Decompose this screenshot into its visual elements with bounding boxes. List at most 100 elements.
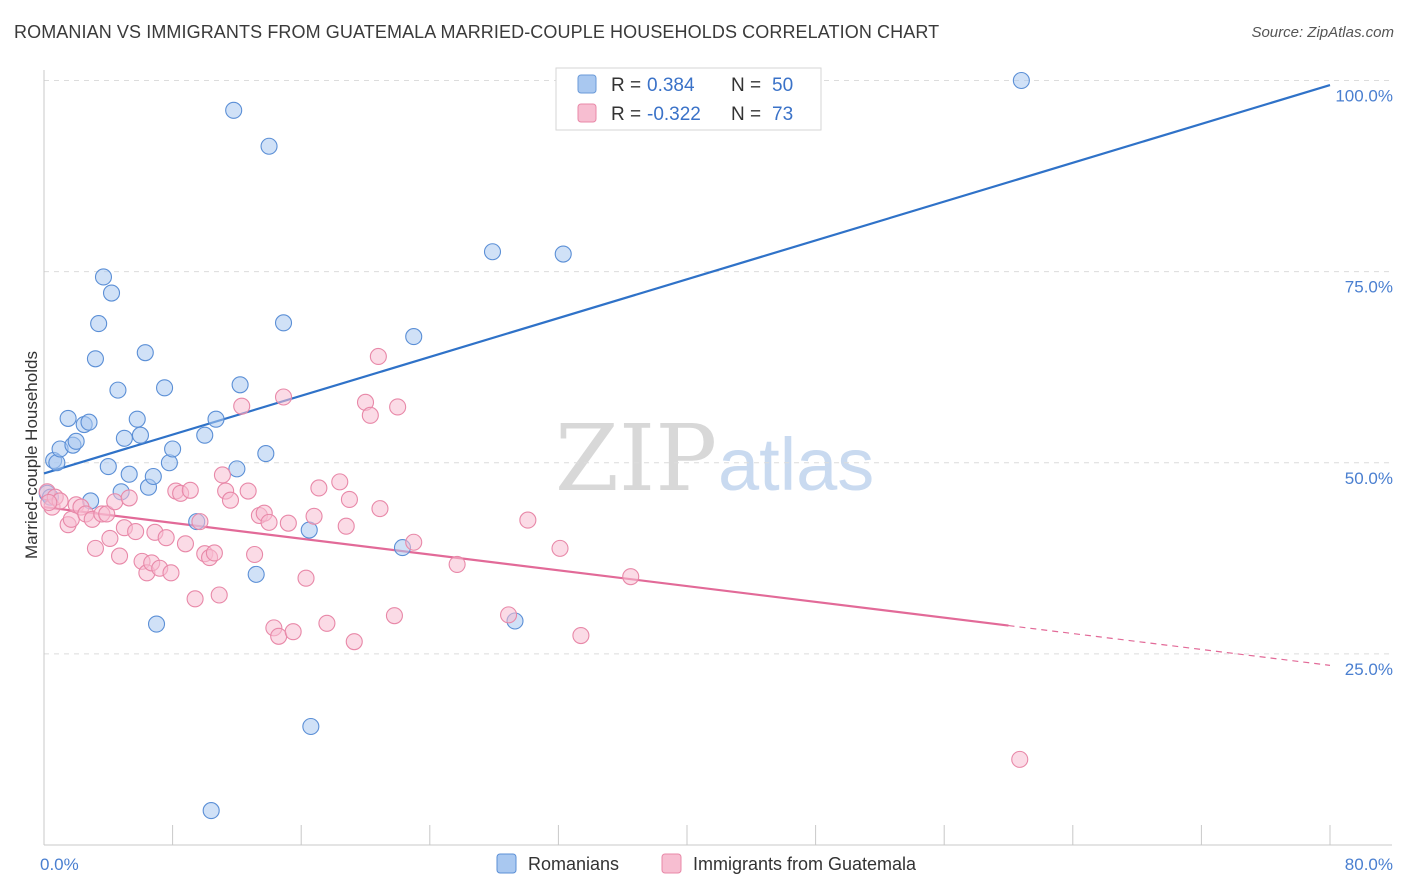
data-point — [221, 491, 240, 509]
data-point — [115, 429, 133, 447]
source-credit: Source: ZipAtlas.com — [1251, 24, 1394, 41]
data-point — [551, 539, 569, 557]
x-tick-label: 0.0% — [40, 855, 79, 874]
data-point — [274, 314, 293, 332]
stats-swatch — [577, 103, 597, 123]
data-point — [127, 523, 145, 541]
data-point — [239, 482, 257, 500]
data-points — [38, 71, 1030, 820]
data-point — [101, 529, 119, 547]
data-point — [94, 268, 113, 286]
data-point — [131, 426, 149, 444]
data-point — [385, 607, 403, 625]
data-point — [257, 445, 275, 463]
data-point — [247, 565, 265, 583]
data-point — [405, 328, 423, 346]
data-point — [233, 397, 251, 415]
data-point — [318, 614, 336, 632]
data-point — [80, 413, 98, 431]
data-point — [109, 381, 127, 399]
data-point — [210, 586, 228, 604]
data-point — [371, 500, 389, 518]
legend-label: Romanians — [528, 854, 619, 874]
trend-line-extension — [1008, 624, 1331, 666]
watermark-atlas: atlas — [718, 423, 874, 506]
data-point — [246, 545, 264, 564]
legend-swatch — [496, 853, 517, 874]
chart-title: ROMANIAN VS IMMIGRANTS FROM GUATEMALA MA… — [14, 22, 940, 42]
stats-n-label: N = — [731, 104, 761, 125]
data-point — [207, 410, 225, 428]
legend-swatch — [661, 853, 682, 874]
data-point — [279, 514, 297, 532]
data-point — [191, 513, 209, 531]
y-tick-label: 75.0% — [1345, 278, 1393, 297]
data-point — [59, 409, 77, 427]
data-point — [231, 376, 249, 394]
data-point — [448, 555, 466, 573]
data-point — [1011, 750, 1029, 768]
data-point — [305, 507, 323, 525]
data-point — [86, 350, 104, 368]
y-tick-label: 50.0% — [1345, 469, 1393, 488]
data-point — [176, 535, 195, 553]
y-tick-labels: 25.0% 50.0% 75.0% 100.0% — [1335, 87, 1393, 679]
data-point — [102, 284, 121, 302]
data-point — [111, 547, 129, 565]
data-point — [274, 388, 293, 406]
y-tick-label: 25.0% — [1345, 660, 1393, 679]
data-point — [128, 410, 146, 428]
trend-line-romanians — [43, 84, 1331, 475]
stats-legend-box — [555, 67, 822, 131]
data-point — [302, 717, 320, 736]
data-point — [164, 440, 182, 458]
data-point — [337, 517, 355, 535]
data-point — [106, 493, 124, 511]
data-point — [136, 344, 154, 362]
stats-n-value: 73 — [772, 104, 793, 125]
data-point — [345, 633, 363, 651]
data-point — [99, 458, 117, 476]
legend-label: Immigrants from Guatemala — [693, 854, 917, 874]
data-point — [500, 606, 518, 624]
data-point — [120, 465, 138, 483]
data-point — [225, 101, 243, 119]
stats-n-label: N = — [731, 75, 761, 96]
trend-lines — [43, 84, 1331, 666]
data-point — [67, 432, 85, 450]
stats-legend: R = 0.384 N = 50 R = -0.322 N = 73 — [555, 67, 822, 131]
y-axis-label: Married-couple Households — [22, 351, 41, 559]
data-point — [147, 615, 166, 633]
data-point — [310, 479, 328, 497]
y-tick-label: 100.0% — [1335, 87, 1393, 106]
data-point — [622, 568, 640, 586]
data-point — [554, 245, 572, 263]
data-point — [519, 511, 537, 529]
data-point — [260, 137, 278, 155]
data-point — [205, 544, 223, 562]
data-point — [90, 315, 108, 333]
series-legend: Romanians Immigrants from Guatemala — [496, 853, 917, 874]
data-point — [156, 379, 174, 397]
stats-r-label: R = — [611, 104, 641, 125]
data-point — [196, 426, 214, 444]
data-point — [40, 493, 58, 512]
gridlines — [44, 80, 1392, 655]
axes — [43, 70, 1392, 846]
data-point — [144, 467, 162, 486]
data-point — [483, 243, 502, 261]
data-point — [86, 539, 104, 557]
stats-r-value: 0.384 — [647, 75, 695, 96]
stats-n-value: 50 — [772, 75, 793, 96]
data-point — [202, 802, 220, 820]
data-point — [405, 533, 423, 551]
stats-r-value: -0.322 — [647, 104, 701, 125]
series-points-guatemala — [38, 347, 1029, 768]
data-point — [186, 590, 204, 608]
data-point — [340, 490, 358, 508]
watermark-zip: ZIP — [555, 405, 717, 512]
series-points-romanians — [38, 71, 1030, 820]
data-point — [162, 564, 180, 582]
data-point — [1012, 71, 1030, 90]
data-point — [157, 529, 175, 547]
